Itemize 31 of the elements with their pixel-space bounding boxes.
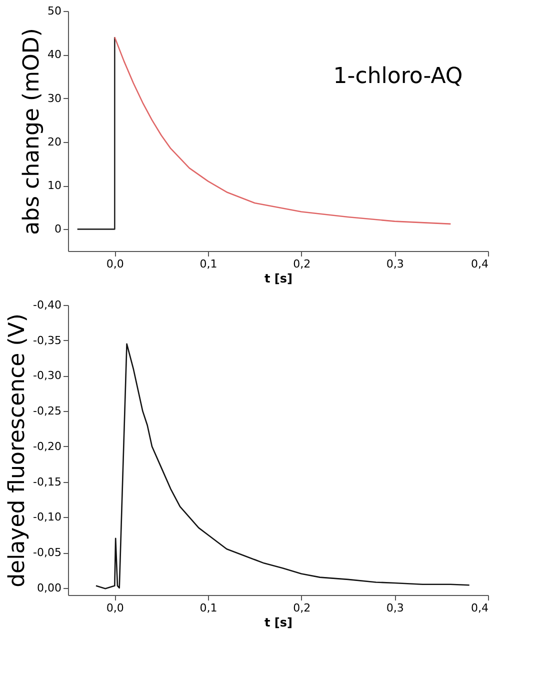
y-tick-label: -0,10 [33, 510, 62, 524]
x-tick-label: 0,3 [386, 258, 404, 270]
x-tick-label: 0,0 [106, 258, 124, 270]
y-tick-label: -0,15 [33, 475, 62, 488]
y-tick-label: -0,40 [33, 298, 62, 312]
x-axis-title: t [s] [264, 616, 293, 630]
y-tick-label: -0,20 [33, 440, 62, 453]
y-tick-label: 0 [54, 222, 62, 236]
y-tick-label: -0,30 [33, 369, 62, 382]
x-tick-label: 0,3 [386, 602, 404, 614]
x-tick-label: 0,0 [106, 602, 124, 614]
y-tick-label: 20 [48, 135, 62, 148]
y-tick-label: 30 [48, 92, 62, 105]
x-tick-label: 0,1 [200, 258, 218, 270]
line-series [95, 343, 470, 590]
annotation: 1-chloro-AQ [333, 64, 463, 89]
y-tick-label: -0,25 [33, 404, 62, 418]
x-tick-label: 0,4 [471, 602, 488, 614]
y-axis-title: abs change (mOD) [20, 28, 45, 235]
y-tick-label: -0,05 [33, 546, 62, 560]
x-tick-label: 0,1 [200, 602, 218, 614]
y-tick-label: 40 [48, 48, 62, 62]
y-tick-label: 10 [48, 179, 62, 192]
y-tick-label: 50 [48, 4, 62, 18]
y-tick-label: 0,00 [37, 581, 62, 594]
x-axis-title: t [s] [264, 272, 293, 286]
x-tick-label: 0,2 [293, 602, 311, 614]
x-tick-label: 0,2 [293, 258, 311, 270]
y-axis-title: delayed fluorescence (V) [5, 314, 30, 588]
x-tick-label: 0,4 [471, 258, 488, 270]
y-tick-label: -0,35 [33, 334, 62, 347]
